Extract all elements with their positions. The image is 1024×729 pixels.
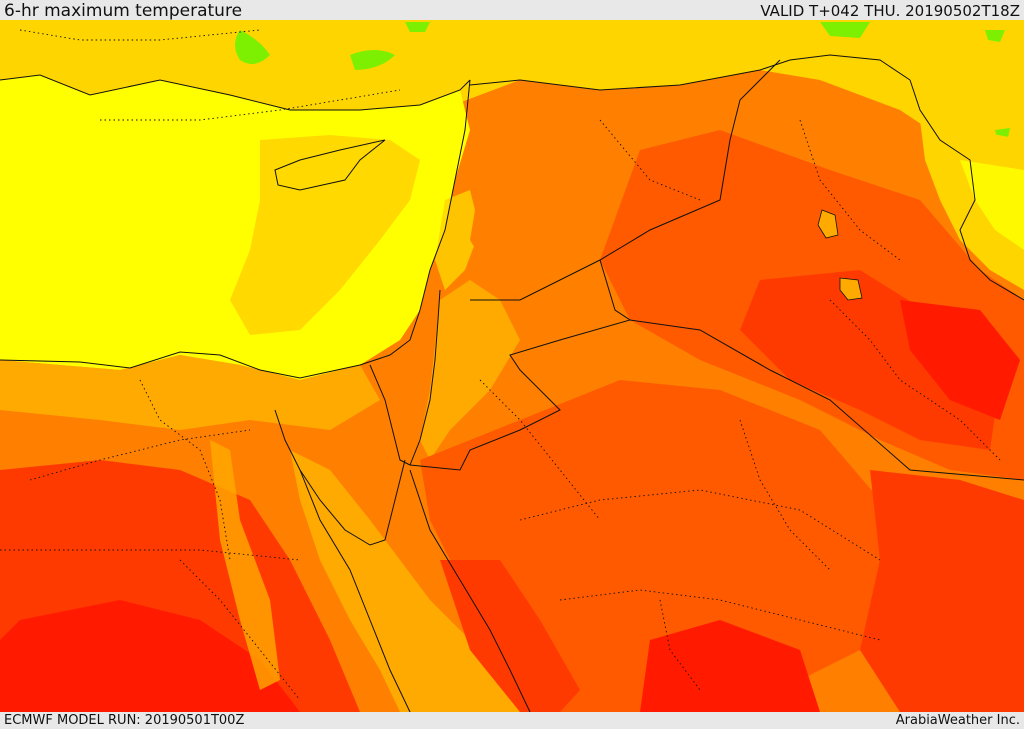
north-africa-band <box>0 355 380 430</box>
zagros-yellow <box>960 160 1024 250</box>
model-run: ECMWF MODEL RUN: 20190501T00Z <box>4 713 245 728</box>
green-patch-2 <box>350 50 395 70</box>
levant-band <box>420 280 520 460</box>
mediterranean-sea <box>0 75 470 380</box>
temperature-map <box>0 20 1024 712</box>
iraq-core <box>740 270 1000 450</box>
header-bar: 6-hr maximum temperature VALID T+042 THU… <box>0 0 1024 20</box>
lake-2 <box>839 277 863 301</box>
lake-1 <box>817 209 839 239</box>
green-patch-4 <box>820 22 870 38</box>
green-patch-3 <box>405 22 430 32</box>
nejd-deep <box>640 620 820 712</box>
green-patch-5 <box>985 30 1005 42</box>
hejaz-core <box>440 560 580 712</box>
egypt-deep <box>0 600 300 712</box>
internal-boundaries <box>0 29 1001 701</box>
green-patch-1 <box>235 30 270 64</box>
map-title: 6-hr maximum temperature <box>4 1 243 21</box>
gulf-core <box>860 470 1024 712</box>
borders <box>0 54 1024 712</box>
footer-bar: ECMWF MODEL RUN: 20190501T00Z ArabiaWeat… <box>0 712 1024 729</box>
credit: ArabiaWeather Inc. <box>895 713 1020 728</box>
valid-time: VALID T+042 THU. 20190502T18Z <box>760 2 1020 20</box>
iraq-deep <box>900 300 1020 420</box>
nile-streak <box>210 440 280 690</box>
levant-highlands <box>435 190 480 290</box>
